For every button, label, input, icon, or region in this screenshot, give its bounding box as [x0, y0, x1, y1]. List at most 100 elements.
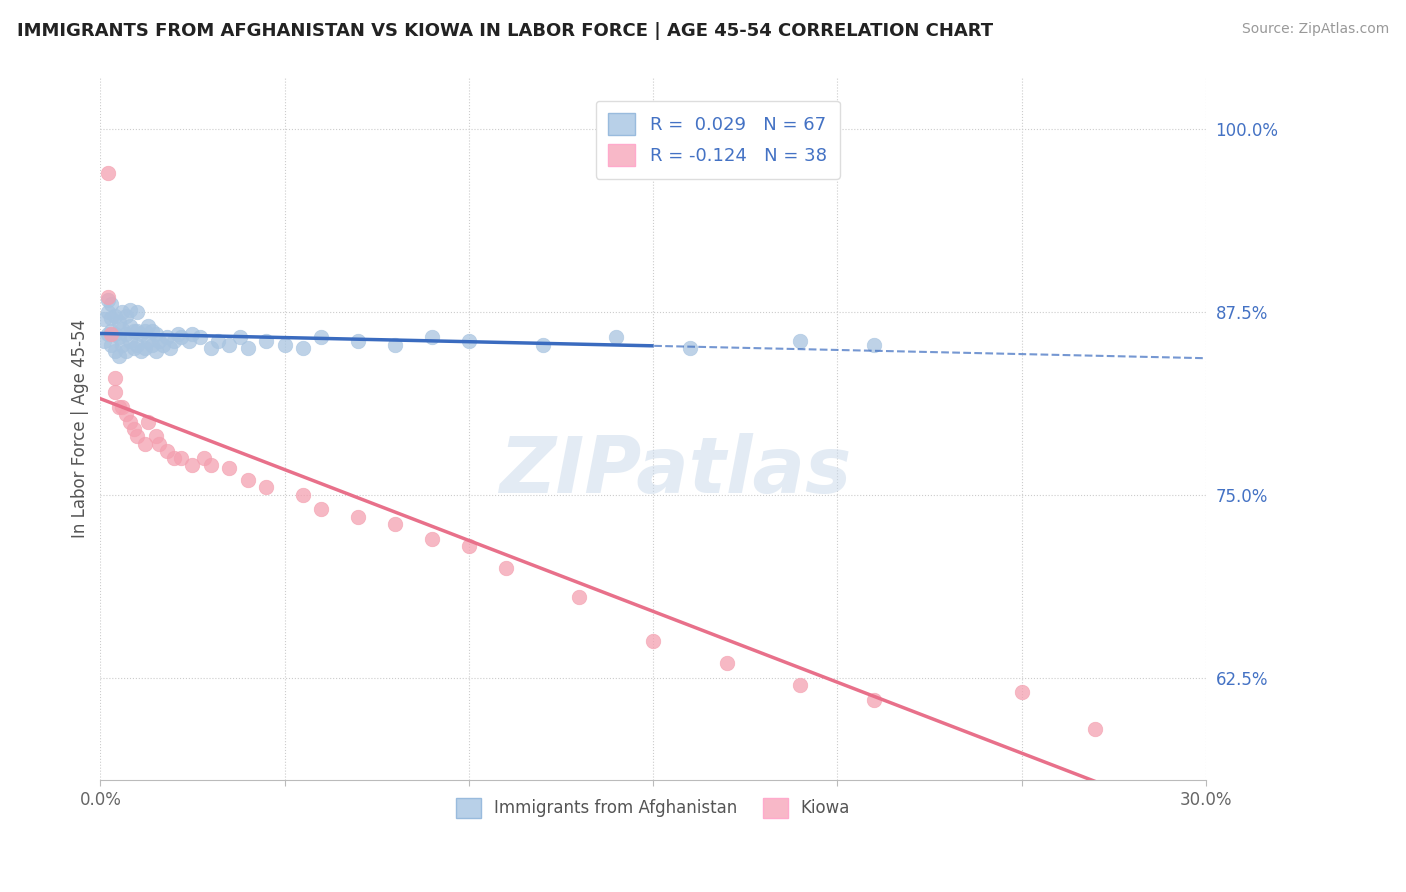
- Point: [863, 692, 886, 706]
- Point: [100, 338, 122, 352]
- Point: [97, 290, 120, 304]
- Point: [495, 561, 517, 575]
- Point: [104, 344, 127, 359]
- Point: [129, 344, 152, 359]
- Point: [420, 532, 443, 546]
- Point: [107, 349, 129, 363]
- Point: [156, 329, 179, 343]
- Point: [384, 338, 406, 352]
- Point: [129, 326, 152, 341]
- Point: [292, 342, 315, 356]
- Point: [181, 458, 204, 473]
- Point: [104, 309, 127, 323]
- Point: [115, 309, 138, 323]
- Point: [136, 415, 159, 429]
- Point: [218, 338, 240, 352]
- Point: [100, 324, 122, 338]
- Point: [145, 344, 167, 359]
- Point: [141, 324, 163, 338]
- Point: [1084, 722, 1107, 736]
- Point: [170, 329, 193, 343]
- Point: [207, 334, 229, 348]
- Point: [347, 334, 370, 348]
- Point: [311, 329, 333, 343]
- Point: [159, 342, 181, 356]
- Point: [236, 473, 259, 487]
- Point: [115, 326, 138, 341]
- Point: [292, 488, 315, 502]
- Point: [789, 678, 811, 692]
- Point: [97, 304, 120, 318]
- Point: [100, 310, 122, 325]
- Point: [347, 509, 370, 524]
- Point: [200, 458, 222, 473]
- Point: [863, 338, 886, 352]
- Point: [111, 400, 134, 414]
- Point: [111, 322, 134, 336]
- Point: [236, 342, 259, 356]
- Point: [100, 297, 122, 311]
- Point: [107, 329, 129, 343]
- Legend: Immigrants from Afghanistan, Kiowa: Immigrants from Afghanistan, Kiowa: [450, 791, 856, 825]
- Point: [789, 334, 811, 348]
- Point: [107, 400, 129, 414]
- Point: [254, 334, 277, 348]
- Point: [134, 324, 156, 338]
- Point: [457, 334, 479, 348]
- Y-axis label: In Labor Force | Age 45-54: In Labor Force | Age 45-54: [72, 319, 89, 539]
- Point: [97, 326, 120, 341]
- Point: [93, 312, 115, 326]
- Point: [170, 451, 193, 466]
- Point: [111, 304, 134, 318]
- Point: [100, 326, 122, 341]
- Point: [679, 342, 702, 356]
- Point: [177, 334, 200, 348]
- Point: [218, 461, 240, 475]
- Point: [181, 326, 204, 341]
- Point: [136, 319, 159, 334]
- Point: [127, 304, 149, 318]
- Point: [127, 338, 149, 352]
- Point: [148, 334, 170, 348]
- Point: [641, 634, 664, 648]
- Point: [163, 334, 186, 348]
- Point: [254, 480, 277, 494]
- Point: [141, 338, 163, 352]
- Point: [118, 334, 141, 348]
- Point: [134, 436, 156, 450]
- Point: [420, 329, 443, 343]
- Point: [384, 516, 406, 531]
- Point: [568, 591, 591, 605]
- Point: [122, 422, 145, 436]
- Point: [605, 329, 627, 343]
- Point: [118, 303, 141, 318]
- Point: [531, 338, 554, 352]
- Point: [118, 415, 141, 429]
- Point: [115, 344, 138, 359]
- Text: ZIPatlas: ZIPatlas: [499, 433, 851, 509]
- Point: [193, 451, 215, 466]
- Point: [1011, 685, 1033, 699]
- Text: IMMIGRANTS FROM AFGHANISTAN VS KIOWA IN LABOR FORCE | AGE 45-54 CORRELATION CHAR: IMMIGRANTS FROM AFGHANISTAN VS KIOWA IN …: [17, 22, 993, 40]
- Point: [148, 436, 170, 450]
- Point: [136, 334, 159, 348]
- Point: [166, 326, 188, 341]
- Point: [107, 315, 129, 329]
- Point: [104, 326, 127, 341]
- Point: [273, 338, 295, 352]
- Point: [457, 539, 479, 553]
- Point: [122, 342, 145, 356]
- Point: [716, 656, 738, 670]
- Point: [127, 324, 149, 338]
- Point: [145, 326, 167, 341]
- Point: [134, 342, 156, 356]
- Point: [122, 324, 145, 338]
- Point: [97, 293, 120, 307]
- Point: [156, 443, 179, 458]
- Point: [152, 338, 174, 352]
- Point: [200, 342, 222, 356]
- Point: [163, 451, 186, 466]
- Text: Source: ZipAtlas.com: Source: ZipAtlas.com: [1241, 22, 1389, 37]
- Point: [93, 334, 115, 348]
- Point: [97, 166, 120, 180]
